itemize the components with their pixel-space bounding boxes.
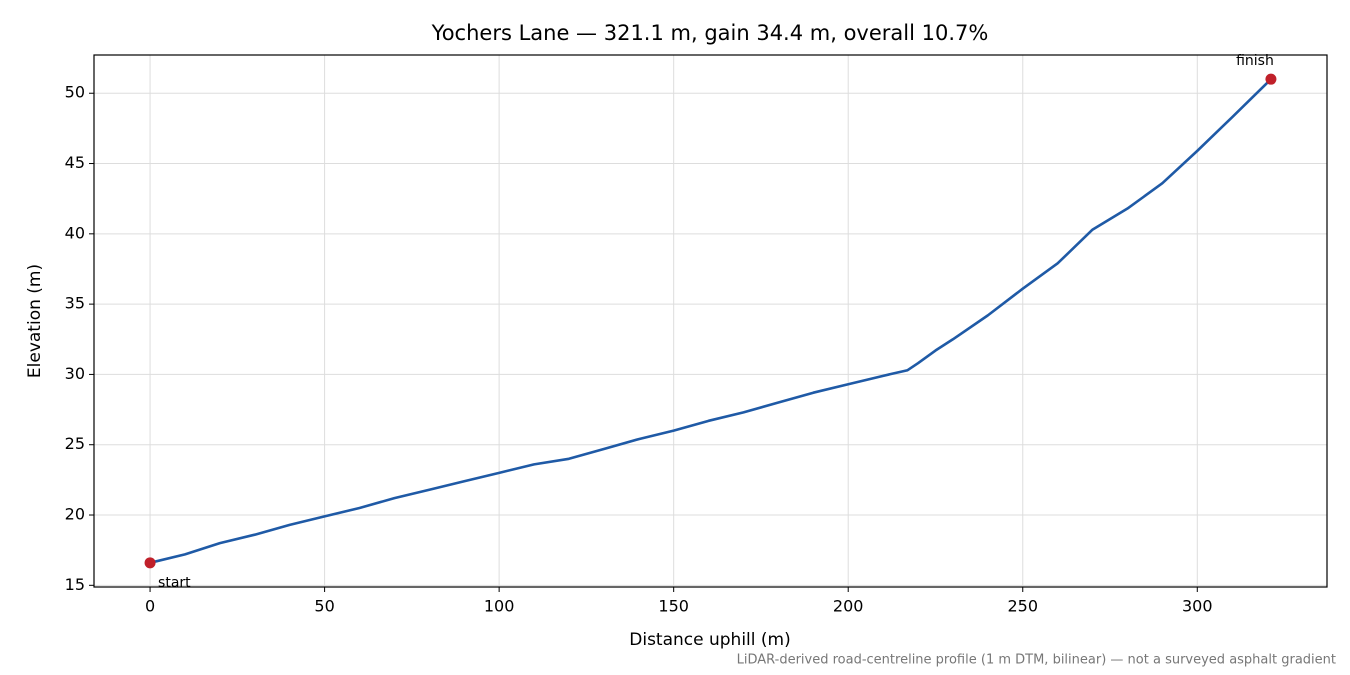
y-tick-label: 20 [65,505,85,524]
y-axis-label: Elevation (m) [25,264,45,378]
y-tick-label: 40 [65,223,85,242]
finish-label: finish [1236,53,1274,69]
start-marker [144,557,156,569]
x-tick-label: 100 [484,597,515,616]
chart-title: Yochers Lane — 321.1 m, gain 34.4 m, ove… [431,21,989,45]
y-tick-label: 25 [65,434,85,453]
x-tick-label: 250 [1007,597,1038,616]
x-tick-label: 0 [145,597,155,616]
finish-marker [1265,73,1277,85]
x-tick-label: 200 [833,597,864,616]
x-axis-label: Distance uphill (m) [629,630,790,650]
start-label: start [158,575,191,591]
x-tick-label: 50 [314,597,334,616]
y-tick-label: 15 [65,575,85,594]
footnote: LiDAR-derived road-centreline profile (1… [737,653,1336,668]
y-tick-label: 30 [65,364,85,383]
y-tick-label: 45 [65,153,85,172]
x-tick-label: 150 [658,597,689,616]
y-tick-label: 50 [65,83,85,102]
plot-frame [93,54,1328,588]
x-tick-label: 300 [1182,597,1213,616]
y-tick-label: 35 [65,294,85,313]
elevation-line [149,78,1272,565]
